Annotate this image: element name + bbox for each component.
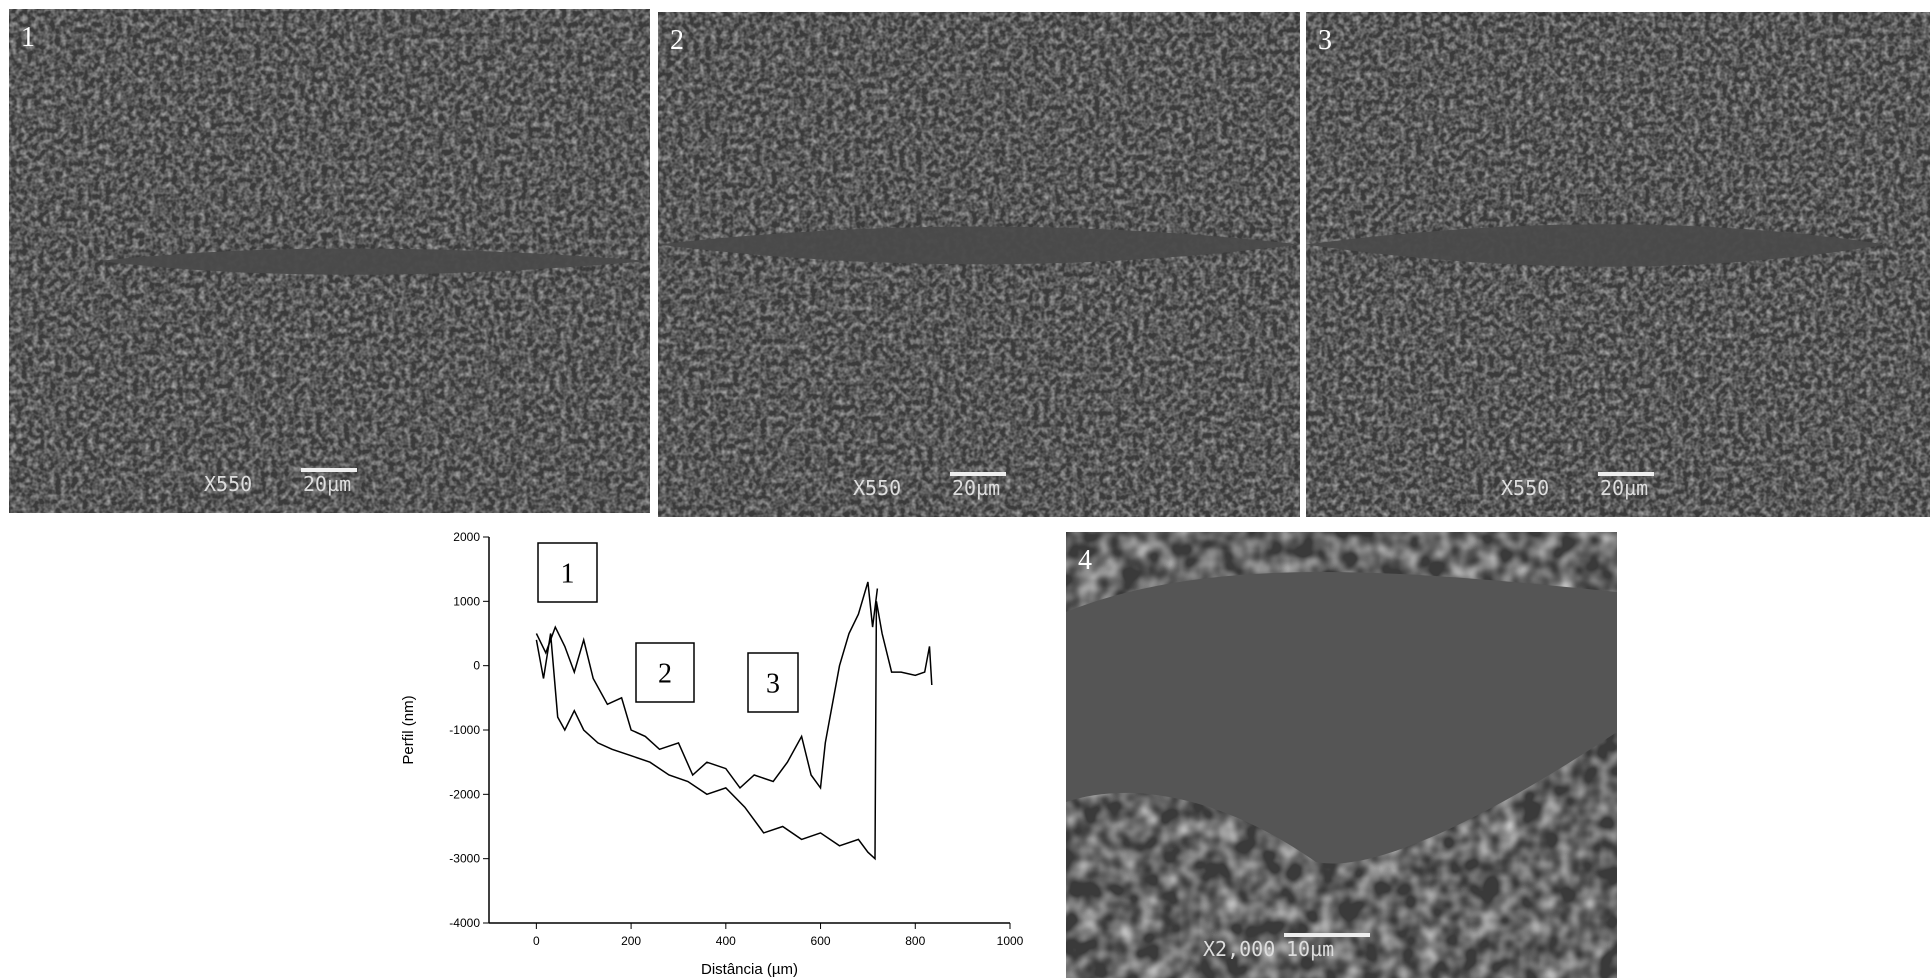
annotation-box — [635, 642, 695, 703]
magnification: X2,000 — [1203, 937, 1275, 961]
magnification: X550 — [204, 472, 252, 496]
y-tick-label: 2000 — [453, 530, 480, 544]
scratch — [1306, 224, 1887, 267]
x-axis-title: Distância (µm) — [701, 961, 798, 978]
annotation-box — [747, 652, 799, 713]
scratch — [1066, 572, 1617, 864]
annotation-box — [537, 542, 598, 603]
y-tick-label: -2000 — [449, 787, 480, 801]
y-tick-label: -4000 — [449, 916, 480, 930]
sem-image: 4 X2,000 10µm — [1066, 532, 1617, 978]
scratch — [658, 226, 1300, 265]
panel-label: 2 — [670, 25, 684, 56]
x-tick-label: 400 — [716, 934, 736, 948]
profile-line — [535, 601, 933, 861]
y-tick-label: 1000 — [453, 594, 480, 608]
x-tick-label: 0 — [533, 934, 540, 948]
x-tick-label: 200 — [621, 934, 641, 948]
annotation: 1 — [561, 559, 575, 590]
panel-label: 3 — [1318, 25, 1332, 56]
annotation: 2 — [658, 659, 672, 690]
magnification: X550 — [853, 476, 901, 500]
annotation: 3 — [766, 669, 780, 700]
profile-line — [535, 581, 879, 790]
sem-image: 1 X550 20µm — [9, 9, 650, 513]
panel-label: 4 — [1078, 545, 1092, 576]
y-tick-label: -1000 — [449, 723, 480, 737]
sem-image: 2 X550 20µm — [658, 12, 1300, 517]
sem-image: 3 X550 20µm — [1306, 12, 1930, 517]
magnification: X550 — [1501, 476, 1549, 500]
scale-text: 20µm — [952, 476, 1000, 500]
scale-text: 20µm — [1600, 476, 1648, 500]
x-tick-label: 800 — [905, 934, 925, 948]
panel-label: 1 — [21, 22, 35, 53]
y-tick-label: -3000 — [449, 852, 480, 866]
x-tick-label: 600 — [811, 934, 831, 948]
y-tick-label: 0 — [473, 659, 480, 673]
image-texture — [658, 12, 1300, 517]
scale-text: 20µm — [303, 472, 351, 496]
scratch — [99, 248, 650, 275]
y-axis-title: Perfil (nm) — [400, 695, 417, 764]
x-tick-label: 1000 — [997, 934, 1024, 948]
scale-text: 10µm — [1286, 937, 1334, 961]
